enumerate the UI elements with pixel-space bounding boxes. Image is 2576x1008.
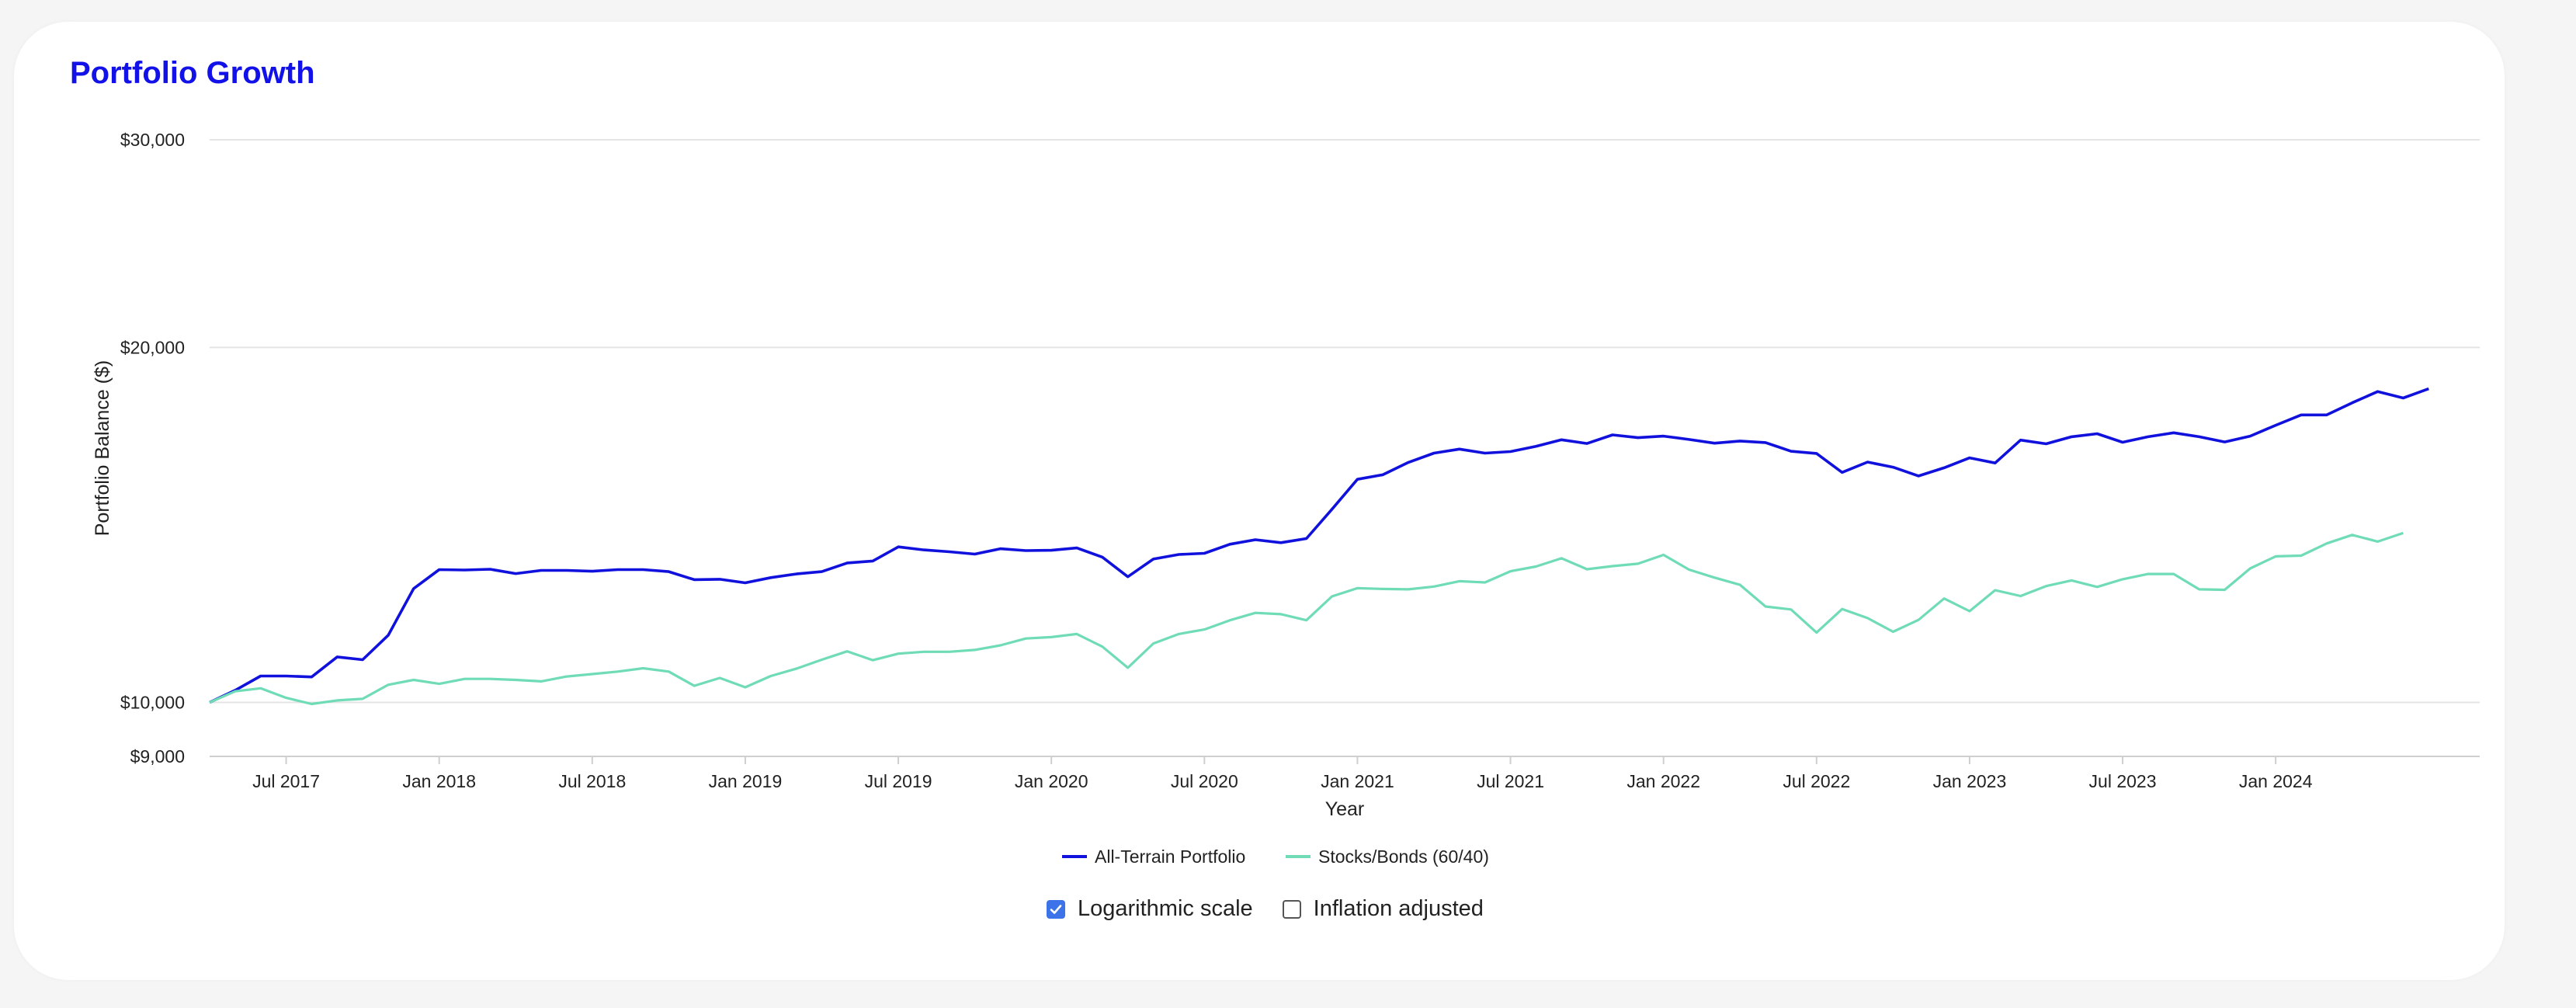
legend-label: Stocks/Bonds (60/40)	[1318, 846, 1489, 867]
x-axis-title: Year	[1325, 798, 1365, 820]
log-scale-label: Logarithmic scale	[1078, 896, 1253, 921]
x-tick-label: Jan 2018	[402, 771, 476, 791]
x-tick-label: Jan 2021	[1321, 771, 1394, 791]
x-tick-label: Jul 2021	[1477, 771, 1544, 791]
series-line-stocks-bonds	[209, 531, 2404, 706]
checkbox-unchecked-icon[interactable]	[1282, 899, 1301, 919]
x-tick-label: Jan 2022	[1626, 771, 1700, 791]
y-tick-label: $9,000	[130, 746, 185, 766]
y-axis-title: Portfolio Balance ($)	[92, 360, 113, 537]
log-scale-checkbox[interactable]: Logarithmic scale	[1047, 896, 1253, 922]
x-tick-label: Jul 2020	[1171, 771, 1238, 791]
x-tick-label: Jan 2023	[1933, 771, 2007, 791]
y-tick-label: $20,000	[120, 337, 185, 357]
chart-card	[14, 22, 2505, 980]
x-tick-label: Jul 2022	[1783, 771, 1850, 791]
x-tick-label: Jan 2019	[709, 771, 783, 791]
checkbox-checked-icon[interactable]	[1047, 899, 1065, 919]
y-tick-label: $30,000	[120, 130, 185, 150]
series-line-all-terrain	[209, 387, 2429, 704]
y-tick-label: $10,000	[120, 693, 185, 713]
x-tick-label: Jul 2019	[865, 771, 932, 791]
inflation-adjusted-label: Inflation adjusted	[1313, 896, 1484, 921]
x-tick-label: Jul 2017	[252, 771, 320, 791]
x-tick-label: Jul 2018	[558, 771, 626, 791]
chart-title: Portfolio Growth	[70, 56, 315, 90]
x-tick-label: Jul 2023	[2089, 771, 2157, 791]
inflation-adjusted-checkbox[interactable]: Inflation adjusted	[1282, 896, 1484, 922]
x-tick-label: Jan 2020	[1015, 771, 1088, 791]
legend-label: All-Terrain Portfolio	[1095, 846, 1245, 867]
chart-controls: Logarithmic scale Inflation adjusted	[1047, 896, 1484, 922]
x-tick-label: Jan 2024	[2239, 771, 2313, 791]
